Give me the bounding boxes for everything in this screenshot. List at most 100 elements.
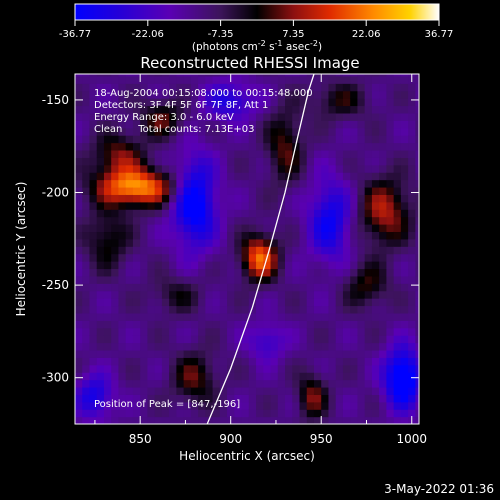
heatmap-cell <box>364 179 373 188</box>
heatmap-cell <box>256 268 264 277</box>
heatmap-cell <box>118 194 127 203</box>
heatmap-cell <box>147 379 156 388</box>
heatmap-cell <box>386 135 395 144</box>
heatmap-cell <box>313 394 322 403</box>
heatmap-cell <box>176 268 185 277</box>
heatmap-cell <box>364 253 373 262</box>
heatmap-cell <box>125 349 134 358</box>
heatmap-cell <box>198 261 206 270</box>
heatmap-cell <box>270 275 279 284</box>
heatmap-cell <box>89 357 98 366</box>
heatmap-cell <box>118 335 127 344</box>
heatmap-cell <box>212 261 221 270</box>
heatmap-cell <box>263 409 272 418</box>
heatmap-cell <box>234 112 243 121</box>
heatmap-cell <box>140 261 149 270</box>
heatmap-cell <box>161 224 170 233</box>
heatmap-cell <box>415 409 419 418</box>
heatmap-cell <box>227 90 235 99</box>
heatmap-cell <box>277 194 286 203</box>
heatmap-cell <box>386 364 395 373</box>
heatmap-cell <box>306 312 315 321</box>
heatmap-cell <box>176 112 185 121</box>
heatmap-cell <box>277 74 286 77</box>
heatmap-cell <box>176 342 185 351</box>
heatmap-cell <box>313 216 322 225</box>
heatmap-cell <box>219 201 228 210</box>
heatmap-cell <box>408 98 416 107</box>
heatmap-cell <box>379 349 388 358</box>
heatmap-cell <box>313 179 322 188</box>
heatmap-cell <box>132 312 141 321</box>
heatmap-cell <box>393 379 402 388</box>
heatmap-cell <box>415 357 419 366</box>
heatmap-cell <box>140 83 149 92</box>
heatmap-cell <box>285 105 293 114</box>
heatmap-cell <box>408 379 416 388</box>
heatmap-cell <box>205 261 214 270</box>
heatmap-cell <box>313 157 322 166</box>
heatmap-cell <box>75 75 83 84</box>
heatmap-cell <box>132 83 141 92</box>
heatmap-cell <box>111 312 120 321</box>
heatmap-cell <box>299 90 308 99</box>
heatmap-cell <box>227 335 235 344</box>
heatmap-cell <box>183 186 192 195</box>
heatmap-cell <box>82 105 91 114</box>
heatmap-cell <box>89 120 98 129</box>
heatmap-cell <box>357 298 366 307</box>
heatmap-cell <box>335 312 344 321</box>
heatmap-cell <box>400 298 409 307</box>
heatmap-cell <box>241 186 250 195</box>
heatmap-cell <box>118 261 127 270</box>
heatmap-cell <box>292 83 301 92</box>
heatmap-cell <box>256 283 264 292</box>
heatmap-cell <box>328 74 337 77</box>
heatmap-cell <box>161 364 170 373</box>
heatmap-cell <box>328 409 337 418</box>
heatmap-cell <box>342 335 351 344</box>
heatmap-cell <box>313 74 322 77</box>
heatmap-cell <box>198 74 206 77</box>
heatmap-cell <box>241 246 250 255</box>
heatmap-cell <box>357 157 366 166</box>
heatmap-cell <box>313 231 322 240</box>
heatmap-cell <box>140 342 149 351</box>
heatmap-cell <box>96 194 105 203</box>
heatmap-cell <box>263 179 272 188</box>
heatmap-cell <box>161 98 170 107</box>
heatmap-cell <box>306 305 315 314</box>
heatmap-cell <box>321 364 330 373</box>
heatmap-cell <box>299 135 308 144</box>
heatmap-cell <box>408 179 416 188</box>
heatmap-cell <box>89 74 98 77</box>
heatmap-cell <box>96 149 105 158</box>
heatmap-cell <box>335 112 344 121</box>
heatmap-cell <box>169 149 177 158</box>
heatmap-cell <box>212 305 221 314</box>
heatmap-cell <box>277 364 286 373</box>
heatmap-cell <box>321 75 330 84</box>
heatmap-cell <box>125 416 134 424</box>
heatmap-cell <box>371 246 380 255</box>
heatmap-cell <box>321 379 330 388</box>
heatmap-cell <box>393 172 402 181</box>
heatmap-cell <box>89 224 98 233</box>
heatmap-cell <box>132 127 141 136</box>
heatmap-cell <box>89 83 98 92</box>
heatmap-cell <box>263 298 272 307</box>
heatmap-cell <box>379 120 388 129</box>
heatmap-cell <box>241 157 250 166</box>
heatmap-cell <box>248 305 257 314</box>
heatmap-cell <box>154 135 163 144</box>
colorbar-units: (photons cm-2 s-1 asec-2) <box>192 39 322 53</box>
heatmap-cell <box>379 157 388 166</box>
heatmap-cell <box>103 290 112 299</box>
heatmap-cell <box>270 194 279 203</box>
heatmap-cell <box>379 112 388 121</box>
heatmap-cell <box>183 142 192 151</box>
heatmap-cell <box>400 416 409 424</box>
heatmap-cell <box>234 261 243 270</box>
heatmap-cell <box>227 275 235 284</box>
heatmap-cell <box>299 224 308 233</box>
